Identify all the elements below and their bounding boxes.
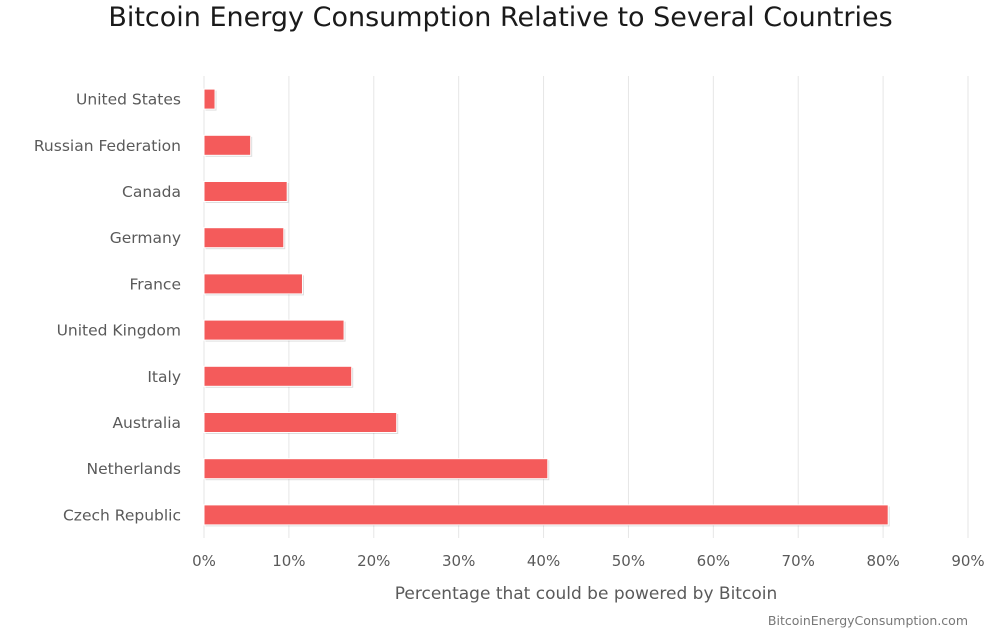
x-tick-label: 0% [192, 552, 216, 570]
x-tick-label: 60% [697, 552, 730, 570]
x-tick-label: 40% [527, 552, 560, 570]
bars [203, 88, 890, 527]
category-label: Australia [112, 414, 181, 432]
x-axis-title: Percentage that could be powered by Bitc… [395, 584, 777, 604]
category-label: Italy [147, 368, 181, 386]
bar[interactable] [203, 227, 285, 249]
category-label: United Kingdom [57, 322, 181, 340]
bar[interactable] [203, 458, 549, 480]
x-tick-label: 90% [951, 552, 984, 570]
x-tick-label: 80% [866, 552, 899, 570]
bar[interactable] [203, 181, 288, 202]
category-label: France [129, 275, 181, 293]
x-tick-label: 30% [442, 552, 475, 570]
category-label: Canada [122, 183, 181, 201]
bar[interactable] [203, 504, 889, 526]
x-tick-label: 10% [272, 552, 305, 570]
bar[interactable] [203, 412, 398, 433]
x-tick-labels: 0% 10% 20% 30% 40% 50% 60% 70% 80% 90% [192, 552, 985, 570]
credit-link[interactable]: BitcoinEnergyConsumption.com [768, 613, 968, 628]
category-labels: United States Russian Federation Canada Ger… [34, 91, 181, 525]
bar[interactable] [203, 319, 345, 341]
chart-title: Bitcoin Energy Consumption Relative to S… [108, 2, 893, 33]
bar[interactable] [203, 88, 216, 110]
bar[interactable] [203, 134, 252, 156]
bar[interactable] [203, 273, 303, 295]
category-label: Russian Federation [34, 137, 181, 155]
grid-lines [203, 76, 969, 538]
category-label: Netherlands [87, 460, 181, 478]
x-tick-label: 50% [612, 552, 645, 570]
category-label: Germany [110, 229, 181, 247]
category-label: Czech Republic [63, 506, 181, 524]
category-label: United States [76, 91, 181, 109]
x-tick-label: 70% [782, 552, 815, 570]
bar[interactable] [203, 365, 353, 387]
x-tick-label: 20% [357, 552, 390, 570]
